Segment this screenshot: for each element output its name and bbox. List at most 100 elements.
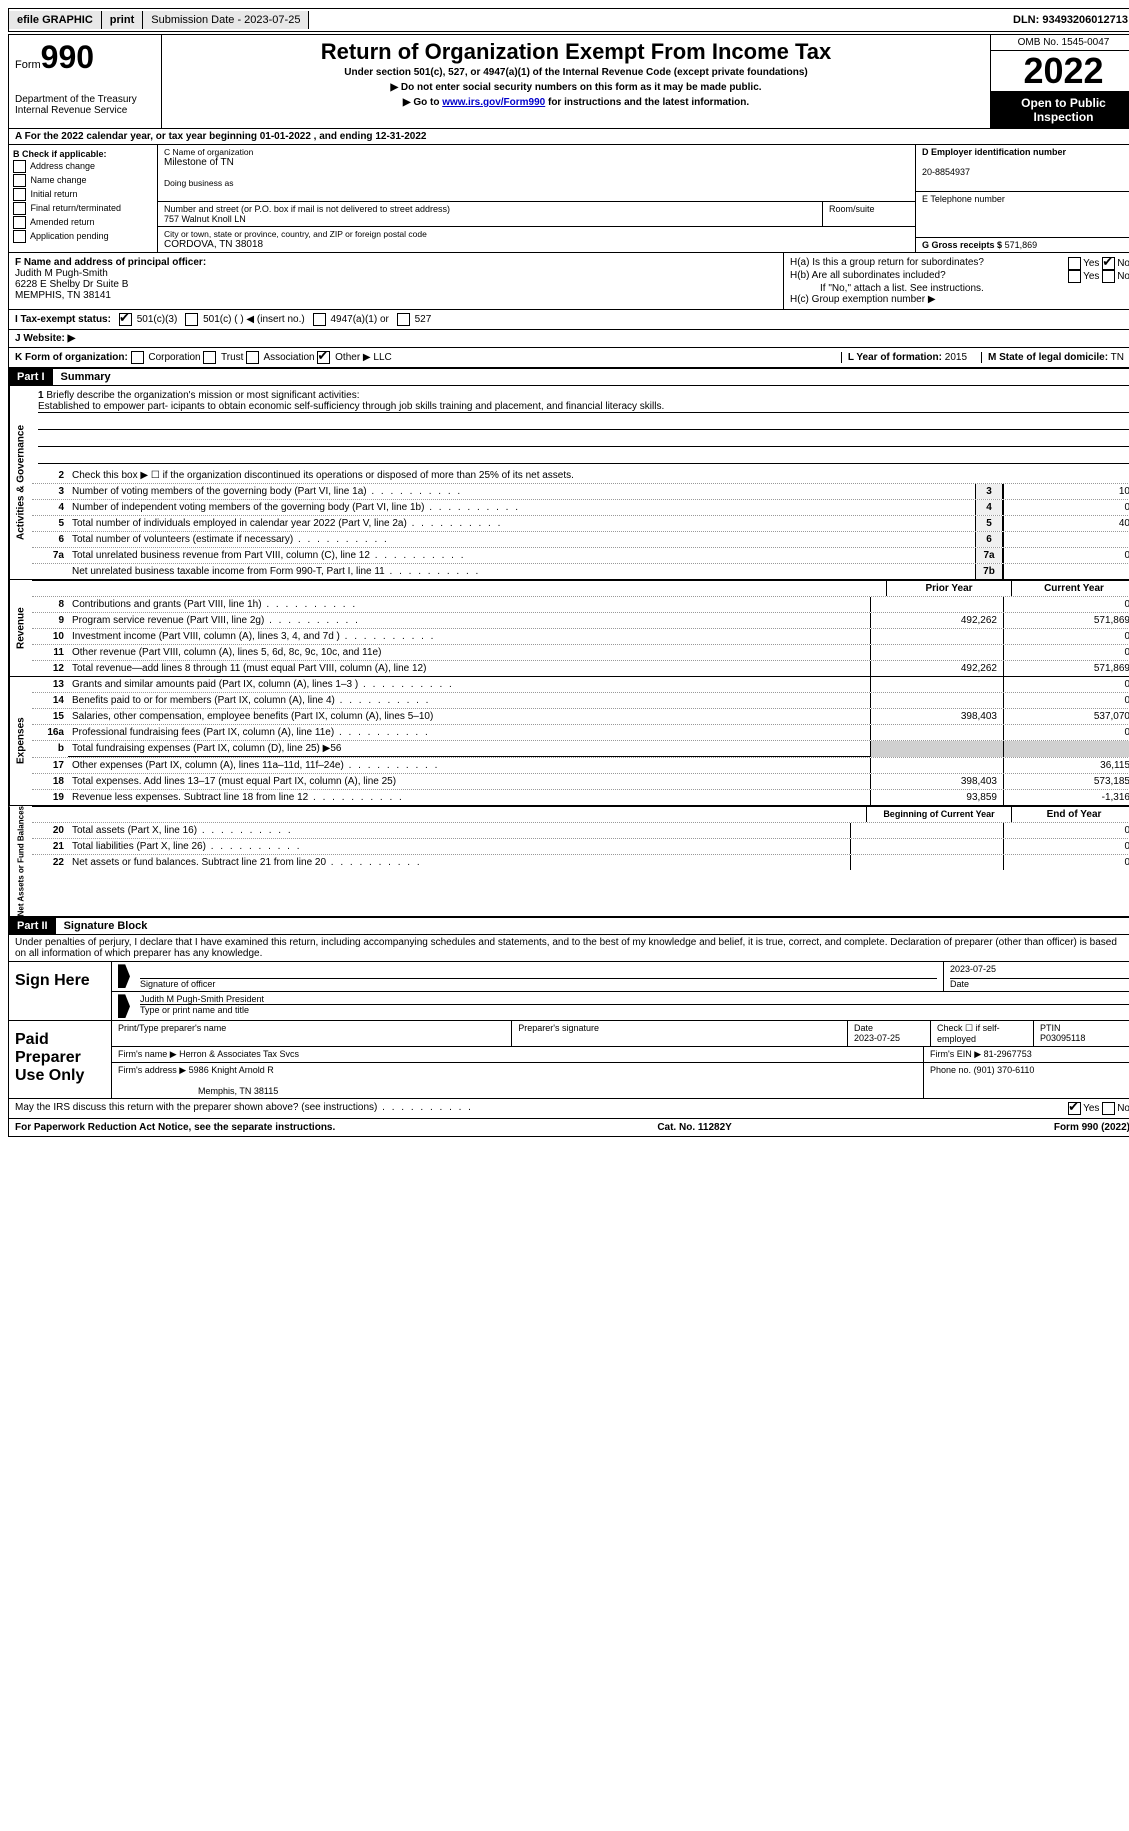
- paid-preparer-row: Paid Preparer Use Only Print/Type prepar…: [9, 1020, 1129, 1098]
- l-value: 2015: [945, 352, 967, 363]
- room-cell: Room/suite: [823, 202, 915, 226]
- cb-other[interactable]: Other ▶: [335, 352, 370, 363]
- part1-header: Part I Summary: [9, 369, 1129, 386]
- cb-501c3[interactable]: 501(c)(3): [119, 313, 177, 326]
- l10-curr: 0: [1003, 629, 1129, 644]
- l13-prior: [870, 677, 1003, 692]
- subtitle-1: Under section 501(c), 527, or 4947(a)(1)…: [168, 67, 984, 78]
- l18-desc: Total expenses. Add lines 13–17 (must eq…: [68, 774, 870, 789]
- self-employed-check[interactable]: Check ☐ if self-employed: [931, 1021, 1034, 1046]
- prep-name-label: Print/Type preparer's name: [112, 1021, 512, 1046]
- calendar-year-line: A For the 2022 calendar year, or tax yea…: [9, 129, 1129, 145]
- subtitle-3: ▶ Go to www.irs.gov/Form990 for instruct…: [168, 97, 984, 108]
- discuss-row: May the IRS discuss this return with the…: [9, 1098, 1129, 1118]
- cb-final-return[interactable]: Final return/terminated: [13, 202, 153, 215]
- l11-curr: 0: [1003, 645, 1129, 660]
- part2-title: Signature Block: [56, 918, 156, 934]
- officer-name: Judith M Pugh-Smith: [15, 268, 108, 279]
- pra-notice: For Paperwork Reduction Act Notice, see …: [15, 1122, 335, 1133]
- org-name-cell: C Name of organization Milestone of TN D…: [158, 145, 915, 202]
- date-label: Date: [950, 979, 969, 989]
- arrow-icon-2: [118, 994, 130, 1018]
- cb-assoc[interactable]: Association: [263, 352, 314, 363]
- l16a-curr: 0: [1003, 725, 1129, 740]
- dept-label: Department of the Treasury: [15, 94, 155, 105]
- cb-527[interactable]: 527: [397, 313, 431, 326]
- tax-year: 2022: [991, 51, 1129, 92]
- street-value: 757 Walnut Knoll LN: [164, 214, 816, 224]
- hc-label: H(c) Group exemption number ▶: [790, 294, 1129, 305]
- l8-curr: 0: [1003, 597, 1129, 612]
- cb-name-change[interactable]: Name change: [13, 174, 153, 187]
- l15-curr: 537,070: [1003, 709, 1129, 724]
- arrow-icon: [118, 964, 130, 988]
- l10-prior: [870, 629, 1003, 644]
- officer-typed-name: Judith M Pugh-Smith President: [140, 994, 1129, 1005]
- l21-curr: 0: [1003, 839, 1129, 854]
- side-expenses: Expenses: [9, 677, 32, 805]
- address-row: Number and street (or P.O. box if mail i…: [158, 202, 915, 227]
- cb-app-pending[interactable]: Application pending: [13, 230, 153, 243]
- sign-here-row: Sign Here Signature of officer 2023-07-2…: [9, 961, 1129, 1020]
- header-left: Form990 Department of the Treasury Inter…: [9, 35, 162, 128]
- gross-label: G Gross receipts $: [922, 240, 1002, 250]
- cb-4947[interactable]: 4947(a)(1) or: [313, 313, 389, 326]
- firm-name-label: Firm's name ▶: [118, 1049, 177, 1059]
- city-value: CORDOVA, TN 38018: [164, 239, 909, 250]
- cb-501c[interactable]: 501(c) ( ) ◀ (insert no.): [185, 313, 304, 326]
- paid-preparer-content: Print/Type preparer's name Preparer's si…: [111, 1021, 1129, 1098]
- officer-sig-line: Signature of officer 2023-07-25 Date: [112, 962, 1129, 992]
- hb-yesno: Yes No: [1068, 270, 1129, 283]
- l20-curr: 0: [1003, 823, 1129, 838]
- cb-corp[interactable]: Corporation: [148, 352, 200, 363]
- other-value: LLC: [373, 352, 391, 363]
- l1-label: Briefly describe the organization's miss…: [46, 390, 359, 401]
- discuss-label: May the IRS discuss this return with the…: [15, 1102, 1068, 1115]
- paid-preparer-label: Paid Preparer Use Only: [9, 1021, 111, 1098]
- form-number-block: Form990: [15, 39, 155, 76]
- l3-desc: Number of voting members of the governin…: [68, 484, 975, 499]
- hb-note: If "No," attach a list. See instructions…: [790, 283, 1129, 294]
- l18-prior: 398,403: [870, 774, 1003, 789]
- cb-initial-return[interactable]: Initial return: [13, 188, 153, 201]
- firm-ein-label: Firm's EIN ▶: [930, 1049, 981, 1059]
- status-row: I Tax-exempt status: 501(c)(3) 501(c) ( …: [9, 310, 1129, 330]
- netassets-section: Net Assets or Fund Balances Beginning of…: [9, 806, 1129, 918]
- ha-row: H(a) Is this a group return for subordin…: [790, 257, 1129, 270]
- form-footer: Form 990 (2022): [1054, 1122, 1129, 1133]
- activities-section: Activities & Governance 1 Briefly descri…: [9, 386, 1129, 580]
- firm-addr1: 5986 Knight Arnold R: [189, 1065, 274, 1075]
- l17-prior: [870, 758, 1003, 773]
- l17-desc: Other expenses (Part IX, column (A), lin…: [68, 758, 870, 773]
- end-year-hdr: End of Year: [1011, 807, 1129, 822]
- l19-prior: 93,859: [870, 790, 1003, 805]
- k-row: K Form of organization: Corporation Trus…: [9, 348, 1129, 369]
- website-row: J Website: ▶: [9, 330, 1129, 348]
- l16a-prior: [870, 725, 1003, 740]
- l7a-desc: Total unrelated business revenue from Pa…: [68, 548, 975, 563]
- l6-desc: Total number of volunteers (estimate if …: [68, 532, 975, 547]
- cb-trust[interactable]: Trust: [221, 352, 243, 363]
- room-label: Room/suite: [829, 204, 909, 214]
- header-middle: Return of Organization Exempt From Incom…: [162, 35, 990, 128]
- cb-amended[interactable]: Amended return: [13, 216, 153, 229]
- gross-receipts-cell: G Gross receipts $ 571,869: [916, 238, 1129, 252]
- prior-year-hdr: Prior Year: [886, 581, 1011, 596]
- side-activities: Activities & Governance: [9, 386, 32, 579]
- l11-prior: [870, 645, 1003, 660]
- sign-here-content: Signature of officer 2023-07-25 Date Jud…: [111, 962, 1129, 1020]
- org-name-value: Milestone of TN: [164, 157, 909, 168]
- l7a-value: 0: [1003, 548, 1129, 563]
- l12-prior: 492,262: [870, 661, 1003, 676]
- firm-addr-label: Firm's address ▶: [118, 1065, 186, 1075]
- l-label: L Year of formation:: [848, 352, 942, 363]
- cb-address-change[interactable]: Address change: [13, 160, 153, 173]
- irs-link[interactable]: www.irs.gov/Form990: [442, 97, 545, 108]
- print-button[interactable]: print: [102, 11, 143, 29]
- telephone-cell: E Telephone number: [916, 192, 1129, 239]
- prep-date-cell: Date2023-07-25: [848, 1021, 931, 1046]
- l5-desc: Total number of individuals employed in …: [68, 516, 975, 531]
- ha-yesno: Yes No: [1068, 257, 1129, 270]
- k-left: K Form of organization: Corporation Trus…: [15, 351, 833, 364]
- l22-curr: 0: [1003, 855, 1129, 870]
